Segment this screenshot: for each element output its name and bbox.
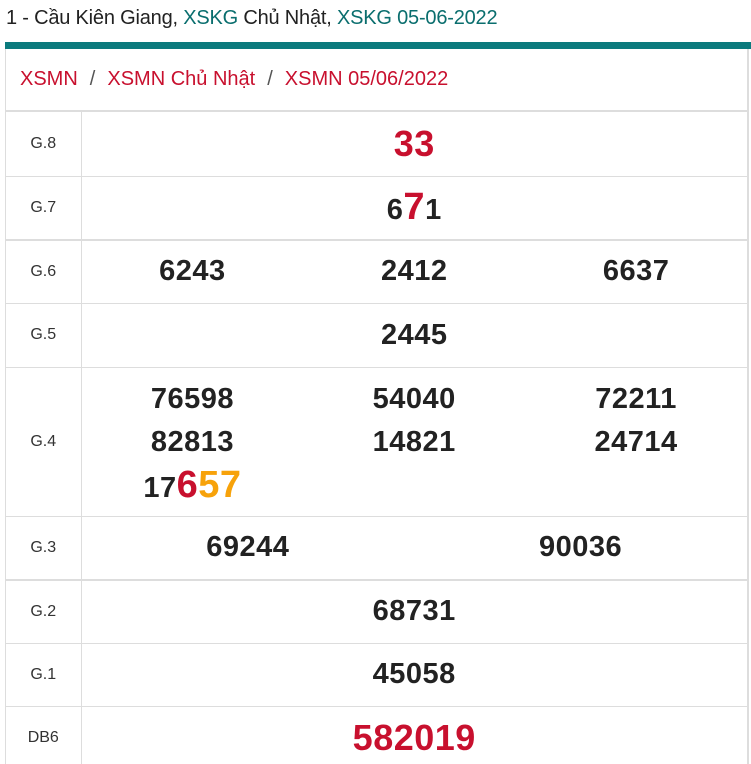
title-link-xskg-date[interactable]: XSKG 05-06-2022 xyxy=(336,7,498,29)
prize-row-special: DB6 582019 xyxy=(6,706,747,764)
results-table: G.8 33 G.7 671 G.6 6243 2412 6637 G.5 24… xyxy=(6,112,747,764)
breadcrumb-xsmn-chu-nhat[interactable]: XSMN Chủ Nhật xyxy=(107,68,256,90)
prize-label: G.5 xyxy=(6,303,82,368)
prize-number: 14821 xyxy=(372,426,456,458)
prize-label: DB6 xyxy=(6,706,82,764)
prize-number: 24714 xyxy=(594,426,678,458)
prize-number: 54040 xyxy=(372,383,456,415)
prize-number: 17657 xyxy=(143,464,242,506)
title-prefix: 1 - Cầu Kiên Giang, xyxy=(6,7,184,29)
prize-label: G.4 xyxy=(6,367,82,517)
prize-row-g7: G.7 671 xyxy=(6,176,747,241)
breadcrumb-xsmn-date[interactable]: XSMN 05/06/2022 xyxy=(284,68,449,90)
prize-label: G.3 xyxy=(6,516,82,581)
highlight-digits: 57 xyxy=(198,464,242,506)
prize-number: 72211 xyxy=(595,383,677,415)
prize-row-g4: G.4 76598 54040 72211 82813 14821 24714 … xyxy=(6,367,747,517)
prize-number: 6243 xyxy=(159,255,226,288)
breadcrumb: XSMN / XSMN Chủ Nhật / XSMN 05/06/2022 xyxy=(6,49,747,112)
title-mid: Chủ Nhật, xyxy=(238,7,337,29)
prize-label: G.7 xyxy=(6,176,82,241)
prize-label: G.6 xyxy=(6,240,82,304)
prize-row-g2: G.2 68731 xyxy=(6,580,747,644)
special-prize-number: 582019 xyxy=(352,717,476,758)
highlight-digit: 7 xyxy=(403,186,426,229)
prize-number: 2445 xyxy=(380,318,448,351)
prize-number: 671 xyxy=(386,186,442,229)
prize-row-g3: G.3 69244 90036 xyxy=(6,516,747,581)
prize-number: 2412 xyxy=(380,255,448,288)
prize-label: G.2 xyxy=(6,580,82,644)
prize-number: 6637 xyxy=(602,255,670,288)
prize-number: 69244 xyxy=(206,531,290,564)
prize-label: G.1 xyxy=(6,643,82,707)
title-link-xskg[interactable]: XSKG xyxy=(183,7,238,29)
header-accent-bar xyxy=(5,42,751,49)
prize-row-g1: G.1 45058 xyxy=(6,643,747,707)
highlight-digit: 6 xyxy=(176,464,199,506)
prize-number: 45058 xyxy=(372,658,456,690)
prize-number: 68731 xyxy=(372,595,456,628)
breadcrumb-separator: / xyxy=(267,68,273,90)
page-title: 1 - Cầu Kiên Giang, XSKG Chủ Nhật, XSKG … xyxy=(6,6,498,30)
prize-label: G.8 xyxy=(6,112,82,177)
breadcrumb-xsmn[interactable]: XSMN xyxy=(20,68,78,90)
prize-number: 82813 xyxy=(150,426,234,458)
prize-row-g5: G.5 2445 xyxy=(6,303,747,368)
results-card: XSMN / XSMN Chủ Nhật / XSMN 05/06/2022 G… xyxy=(5,49,749,764)
prize-row-g6: G.6 6243 2412 6637 xyxy=(6,240,747,304)
prize-number: 76598 xyxy=(150,383,234,415)
prize-number: 90036 xyxy=(539,531,623,564)
prize-number: 33 xyxy=(393,122,435,164)
prize-row-g8: G.8 33 xyxy=(6,112,747,177)
breadcrumb-separator: / xyxy=(89,68,96,90)
